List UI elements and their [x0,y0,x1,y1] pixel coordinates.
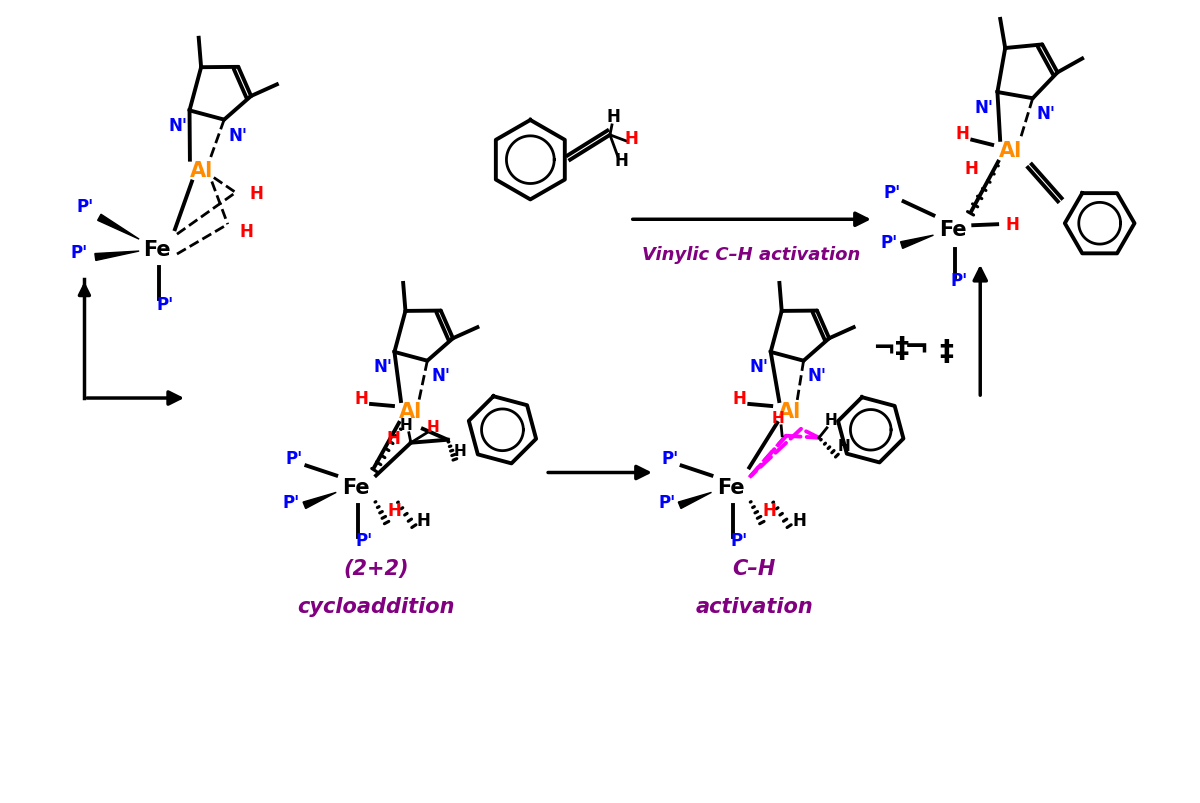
Text: H: H [388,502,401,520]
Text: N': N' [750,357,769,376]
Polygon shape [95,251,139,261]
Text: P': P' [950,271,968,289]
Text: P': P' [71,243,88,262]
Text: P': P' [355,532,373,549]
Text: H: H [240,223,253,241]
Text: Fe: Fe [718,478,745,498]
Text: Fe: Fe [940,220,967,240]
Text: H: H [965,160,978,177]
Text: Vinylic C–H activation: Vinylic C–H activation [642,246,860,263]
Polygon shape [97,215,139,240]
Text: P': P' [883,184,900,202]
Text: H: H [1006,216,1019,234]
Text: H: H [386,429,400,447]
Text: H: H [426,419,439,434]
Text: Al: Al [191,161,214,181]
Text: Fe: Fe [342,478,370,498]
Text: H: H [838,438,851,453]
Text: P': P' [661,449,678,467]
Text: H: H [824,412,838,427]
Text: H: H [607,108,620,126]
Text: H: H [792,512,806,529]
Text: H: H [614,152,629,169]
Text: H: H [416,512,431,529]
Text: N': N' [373,357,392,376]
Text: Al: Al [778,402,800,422]
Text: H: H [772,410,785,426]
Text: C–H: C–H [732,558,776,578]
Text: H: H [250,185,264,203]
Text: cycloaddition: cycloaddition [298,596,455,616]
Text: N': N' [431,366,450,384]
Polygon shape [678,493,712,509]
Text: ‡: ‡ [940,338,953,366]
Text: ¬: ¬ [904,335,929,364]
Text: P': P' [731,532,748,549]
Text: H: H [625,129,638,148]
Text: N': N' [228,126,247,145]
Text: P': P' [156,296,174,313]
Polygon shape [304,493,336,509]
Text: P': P' [658,494,676,512]
Polygon shape [900,236,934,249]
Text: N': N' [168,117,187,135]
Text: P': P' [77,198,94,216]
Text: Al: Al [998,141,1021,161]
Text: Al: Al [400,402,422,422]
Text: activation: activation [696,596,814,616]
Text: H: H [454,443,466,458]
Text: P': P' [880,234,898,252]
Text: P': P' [286,449,304,467]
Text: H: H [762,502,776,520]
Text: N': N' [808,366,827,384]
Text: ¬‡: ¬‡ [872,335,910,363]
Text: H: H [354,389,368,407]
Text: N': N' [974,99,994,117]
Text: N': N' [1037,105,1056,123]
Text: P': P' [283,494,300,512]
Text: (2+2): (2+2) [343,558,409,578]
Text: H: H [400,418,413,432]
Text: Fe: Fe [143,240,170,259]
Text: H: H [955,124,970,143]
Text: H: H [732,389,746,407]
